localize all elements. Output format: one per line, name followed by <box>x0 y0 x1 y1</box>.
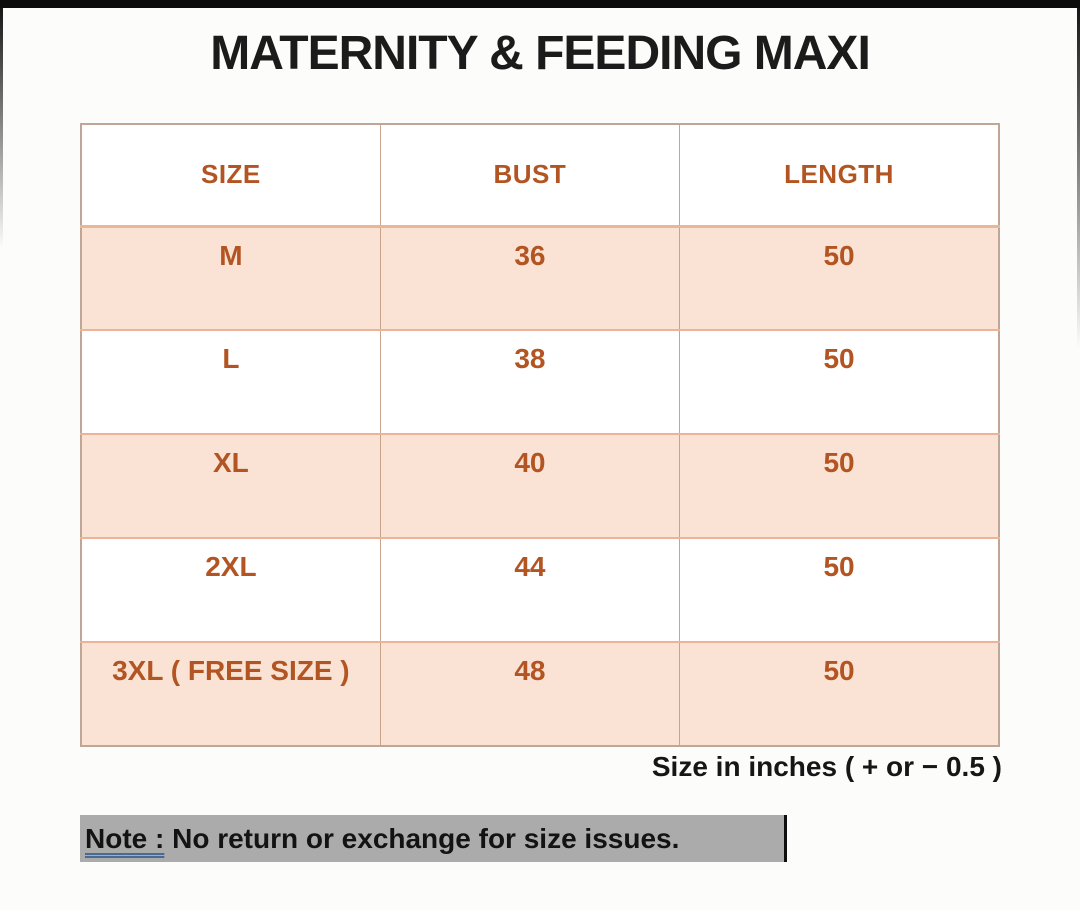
header-row: SIZE BUST LENGTH <box>80 124 1000 228</box>
photo-top-edge <box>0 0 1080 8</box>
photo-right-edge <box>1077 8 1080 348</box>
column-header-size: SIZE <box>80 124 381 228</box>
size-cell: M <box>80 225 381 330</box>
bust-cell: 48 <box>379 641 681 746</box>
size-cell: 2XL <box>80 537 381 642</box>
bust-cell: 44 <box>379 537 681 642</box>
text-cursor <box>784 815 787 862</box>
table-row-3xl-free-size: 3XL ( FREE SIZE ) 48 50 <box>80 641 1000 746</box>
bust-cell: 38 <box>379 329 681 434</box>
note-text: No return or exchange for size issues. <box>172 822 680 854</box>
photo-left-edge <box>0 8 3 248</box>
length-cell: 50 <box>679 433 1000 538</box>
note-highlight-bar: Note : No return or exchange for size is… <box>80 815 787 862</box>
length-cell: 50 <box>679 641 1000 746</box>
size-cell: 3XL ( FREE SIZE ) <box>80 641 381 746</box>
note-line: Note : No return or exchange for size is… <box>85 823 679 855</box>
size-cell: L <box>80 329 381 434</box>
page-title: MATERNITY & FEEDING MAXI <box>210 27 871 80</box>
table-row-2xl: 2XL 44 50 <box>80 537 1000 642</box>
size-cell: XL <box>80 433 381 538</box>
length-cell: 50 <box>679 225 1000 330</box>
size-tolerance-footnote: Size in inches ( + or − 0.5 ) <box>651 751 1002 782</box>
column-header-bust: BUST <box>379 124 681 228</box>
table-row-m: M 36 50 <box>80 225 1000 330</box>
length-cell: 50 <box>679 537 1000 642</box>
bust-cell: 36 <box>379 225 681 330</box>
column-header-length: LENGTH <box>679 124 1000 228</box>
table-row-l: L 38 50 <box>80 329 1000 434</box>
table-row-xl: XL 40 50 <box>80 433 1000 538</box>
length-cell: 50 <box>679 329 1000 434</box>
note-label: Note : <box>85 822 165 854</box>
bust-cell: 40 <box>379 433 681 538</box>
size-chart-table: SIZE BUST LENGTH M 36 50 L 38 50 XL 40 5… <box>80 123 1000 747</box>
